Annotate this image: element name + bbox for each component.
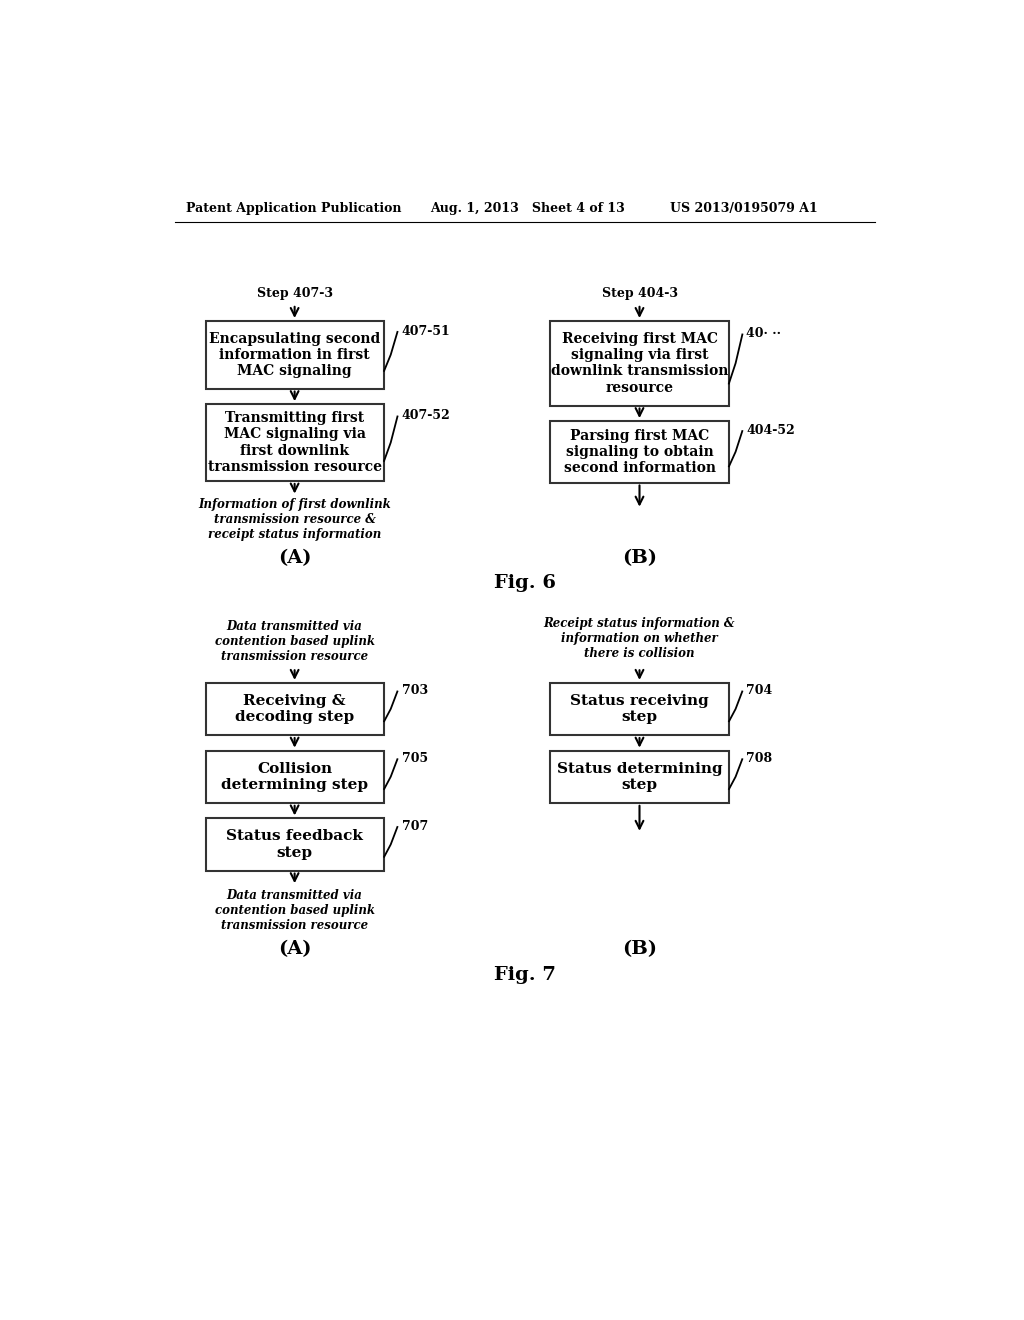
Bar — [206, 751, 384, 803]
Bar — [550, 682, 729, 735]
Bar — [206, 682, 384, 735]
Bar — [550, 421, 729, 483]
Text: Step 407-3: Step 407-3 — [257, 286, 333, 300]
Text: Receiving &
decoding step: Receiving & decoding step — [236, 694, 354, 725]
Text: 404-52: 404-52 — [746, 424, 796, 437]
Text: Parsing first MAC
signaling to obtain
second information: Parsing first MAC signaling to obtain se… — [563, 429, 716, 475]
Text: US 2013/0195079 A1: US 2013/0195079 A1 — [671, 202, 818, 215]
Text: Patent Application Publication: Patent Application Publication — [186, 202, 401, 215]
Bar — [550, 321, 729, 405]
Text: Status receiving
step: Status receiving step — [570, 694, 709, 725]
Text: 705: 705 — [401, 752, 428, 764]
Text: (A): (A) — [278, 549, 311, 568]
Bar — [206, 321, 384, 388]
Text: Status feedback
step: Status feedback step — [226, 829, 364, 859]
Text: Status determining
step: Status determining step — [557, 762, 722, 792]
Text: 704: 704 — [746, 684, 773, 697]
Text: Data transmitted via
contention based uplink
transmission resource: Data transmitted via contention based up… — [215, 890, 375, 932]
Bar — [206, 818, 384, 871]
Text: Step 404-3: Step 404-3 — [601, 286, 678, 300]
Text: (B): (B) — [622, 549, 657, 568]
Text: Fig. 6: Fig. 6 — [494, 574, 556, 591]
Text: Collision
determining step: Collision determining step — [221, 762, 368, 792]
Bar — [206, 404, 384, 480]
Text: Encapsulating second
information in first
MAC signaling: Encapsulating second information in firs… — [209, 331, 380, 378]
Text: Aug. 1, 2013   Sheet 4 of 13: Aug. 1, 2013 Sheet 4 of 13 — [430, 202, 625, 215]
Text: Data transmitted via
contention based uplink
transmission resource: Data transmitted via contention based up… — [215, 620, 375, 664]
Text: Fig. 7: Fig. 7 — [494, 966, 556, 983]
Text: 407-51: 407-51 — [401, 325, 451, 338]
Text: (A): (A) — [278, 940, 311, 958]
Text: (B): (B) — [622, 940, 657, 958]
Text: 40· ··: 40· ·· — [746, 327, 781, 341]
Text: Receipt status information &
information on whether
there is collision: Receipt status information & information… — [544, 618, 735, 660]
Text: 708: 708 — [746, 752, 772, 764]
Text: Transmitting first
MAC signaling via
first downlink
transmission resource: Transmitting first MAC signaling via fir… — [208, 412, 382, 474]
Text: 407-52: 407-52 — [401, 409, 451, 422]
Text: 703: 703 — [401, 684, 428, 697]
Text: Receiving first MAC
signaling via first
downlink transmission
resource: Receiving first MAC signaling via first … — [551, 331, 728, 395]
Bar — [550, 751, 729, 803]
Text: 707: 707 — [401, 820, 428, 833]
Text: Information of first downlink
transmission resource &
receipt status information: Information of first downlink transmissi… — [199, 498, 391, 541]
